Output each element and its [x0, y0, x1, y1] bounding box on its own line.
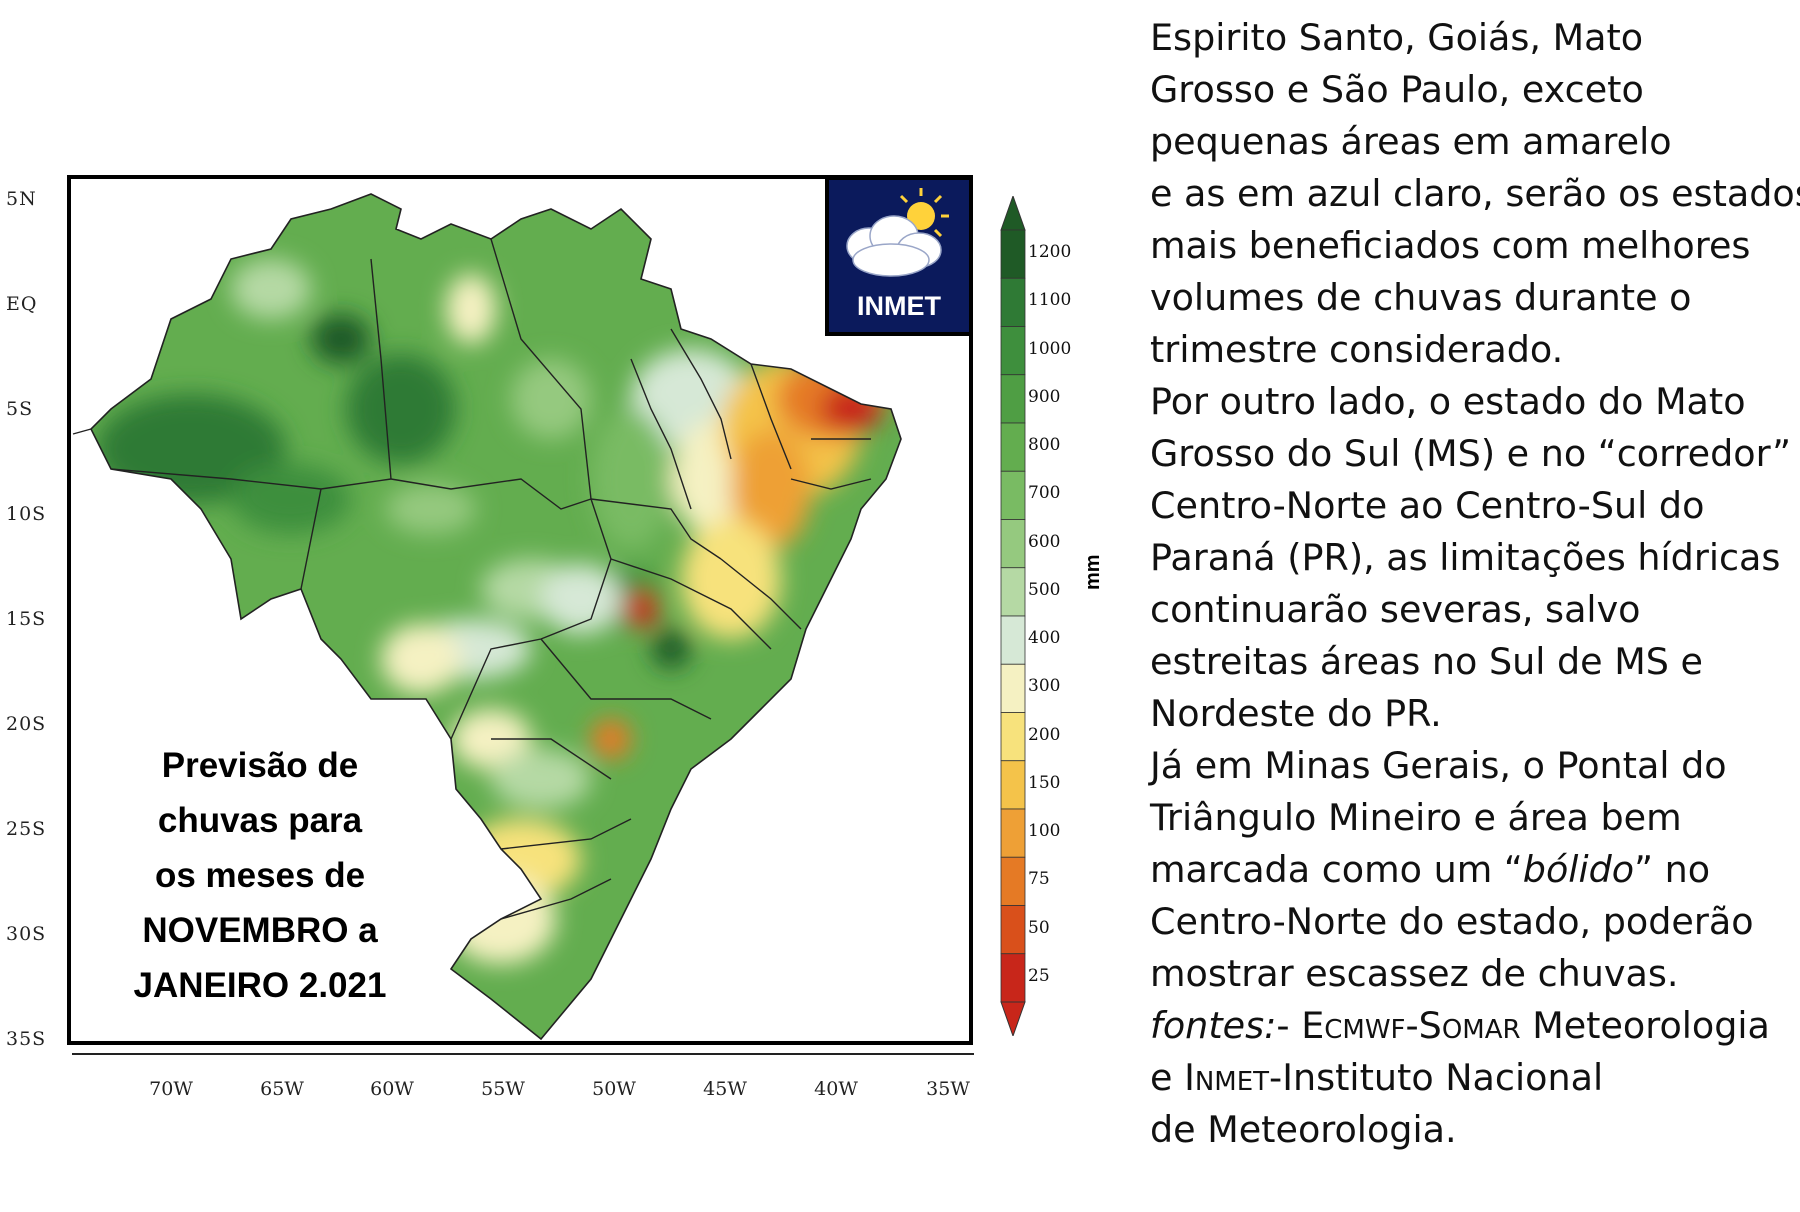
sources-line-2: e Inmet-Instituto Nacional [1150, 1052, 1790, 1104]
text-line: mais beneficiados com melhores [1150, 224, 1751, 267]
map-caption: Previsão de chuvas para os meses de NOVE… [95, 738, 425, 1013]
text-line: Centro-Norte do estado, poderão [1150, 900, 1754, 943]
colorbar-tick-label: 1000 [1028, 338, 1072, 359]
lon-label-50w: 50W [592, 1078, 636, 1100]
text-line: Nordeste do PR. [1150, 692, 1442, 735]
text-line: Grosso do Sul (MS) e no “corredor” [1150, 432, 1792, 475]
colorbar-swatch [1000, 470, 1026, 520]
brazil-rainfall-field [72, 193, 902, 1041]
lon-label-60w: 60W [370, 1078, 414, 1100]
lat-label-30s: 30S [6, 923, 47, 945]
colorbar-tick-label: 600 [1028, 531, 1061, 552]
colorbar-tick-label: 25 [1028, 965, 1050, 986]
text-line: trimestre considerado. [1150, 328, 1564, 371]
colorbar-tick-label: 150 [1028, 772, 1061, 793]
colorbar-swatch [1000, 808, 1026, 858]
colorbar-tick-label: 500 [1028, 579, 1061, 600]
colorbar-tick-label: 200 [1028, 724, 1061, 745]
colorbar-tick-label: 800 [1028, 435, 1061, 456]
text-line: Centro-Norte ao Centro-Sul do [1150, 484, 1705, 527]
lat-label-35s: 35S [6, 1028, 47, 1050]
text-line: e as em azul claro, serão os estados [1150, 172, 1800, 215]
sources-meteorologia: Meteorologia [1520, 1004, 1770, 1047]
text-line: Grosso e São Paulo, exceto [1150, 68, 1644, 111]
colorbar-tick-label: 1100 [1028, 290, 1072, 311]
colorbar-swatch [1000, 905, 1026, 955]
sources-instituto: -Instituto Nacional [1269, 1056, 1604, 1099]
bolido-word: bólido [1522, 848, 1635, 891]
state-borders [110, 238, 872, 920]
text-line: continuarão severas, salvo [1150, 588, 1641, 631]
cloud-sun-icon [846, 188, 949, 277]
colorbar-swatch [1000, 663, 1026, 713]
caption-line: os meses de [154, 856, 366, 895]
colorbar-tick-label: 700 [1028, 483, 1061, 504]
sources-and: e [1150, 1056, 1185, 1099]
colorbar-swatch [1000, 712, 1026, 762]
lat-label-25s: 25S [6, 818, 47, 840]
lat-label-20s: 20S [6, 713, 47, 735]
caption-line: Previsão de [161, 746, 359, 785]
text-line: estreitas áreas no Sul de MS e [1150, 640, 1703, 683]
colorbar-swatch [1000, 856, 1026, 906]
colorbar-top-arrow [1000, 196, 1026, 231]
lon-label-35w: 35W [926, 1078, 970, 1100]
colorbar-swatch [1000, 374, 1026, 424]
text-line: volumes de chuvas durante o [1150, 276, 1692, 319]
text-line: Por outro lado, o estado do Mato [1150, 380, 1746, 423]
inmet-logo-text: INMET [857, 291, 941, 321]
bolido-prefix: marcada como um “ [1150, 848, 1523, 891]
text-line-bolido: marcada como um “bólido” no [1150, 844, 1790, 896]
description-text: Espirito Santo, Goiás, Mato Grosso e São… [1150, 12, 1800, 1156]
lon-label-70w: 70W [149, 1078, 193, 1100]
colorbar [1000, 196, 1026, 1036]
colorbar-swatch [1000, 277, 1026, 327]
lat-label-10s: 10S [6, 503, 47, 525]
source-ecmwf-somar: Ecmwf-Somar [1301, 1004, 1521, 1047]
caption-line: JANEIRO 2.021 [133, 966, 387, 1005]
colorbar-tick-label: 900 [1028, 386, 1061, 407]
lon-label-55w: 55W [481, 1078, 525, 1100]
colorbar-swatch [1000, 567, 1026, 617]
colorbar-swatch [1000, 760, 1026, 810]
longitude-axis [72, 1053, 974, 1055]
lat-label-5n: 5N [6, 188, 37, 210]
text-line: Triângulo Mineiro e área bem [1150, 796, 1682, 839]
text-line: Paraná (PR), as limitações hídricas [1150, 536, 1781, 579]
colorbar-unit: mm [1082, 554, 1104, 590]
colorbar-tick-label: 300 [1028, 676, 1061, 697]
colorbar-tick-label: 1200 [1028, 242, 1072, 263]
source-inmet: Inmet [1184, 1056, 1270, 1099]
lat-label-eq: EQ [6, 293, 38, 315]
lon-label-40w: 40W [814, 1078, 858, 1100]
sources-dash: - [1276, 1004, 1302, 1047]
text-line: Espirito Santo, Goiás, Mato [1150, 16, 1644, 59]
inmet-logo: INMET [825, 176, 973, 336]
caption-line: chuvas para [157, 801, 363, 840]
colorbar-swatch [1000, 229, 1026, 279]
lon-label-65w: 65W [260, 1078, 304, 1100]
colorbar-swatch [1000, 953, 1026, 1003]
caption-line: NOVEMBRO a [142, 911, 378, 950]
lat-label-5s: 5S [6, 398, 34, 420]
sources-line-1: fontes:- Ecmwf-Somar Meteorologia [1150, 1000, 1790, 1052]
colorbar-tick-label: 75 [1028, 869, 1050, 890]
rainfall-map [67, 175, 973, 1045]
lat-label-15s: 15S [6, 608, 47, 630]
bolido-suffix: ” no [1634, 848, 1711, 891]
colorbar-swatch [1000, 326, 1026, 376]
sources-line-3: de Meteorologia. [1150, 1108, 1457, 1151]
colorbar-swatch [1000, 519, 1026, 569]
text-line: mostrar escassez de chuvas. [1150, 952, 1679, 995]
text-line: Já em Minas Gerais, o Pontal do [1150, 744, 1727, 787]
text-line: pequenas áreas em amarelo [1150, 120, 1672, 163]
sources-label: fontes: [1150, 1004, 1277, 1047]
colorbar-swatch [1000, 615, 1026, 665]
colorbar-bottom-arrow [1000, 1001, 1026, 1036]
colorbar-tick-label: 100 [1028, 821, 1061, 842]
colorbar-tick-label: 50 [1028, 917, 1050, 938]
colorbar-tick-label: 400 [1028, 628, 1061, 649]
lon-label-45w: 45W [703, 1078, 747, 1100]
colorbar-swatch [1000, 422, 1026, 472]
